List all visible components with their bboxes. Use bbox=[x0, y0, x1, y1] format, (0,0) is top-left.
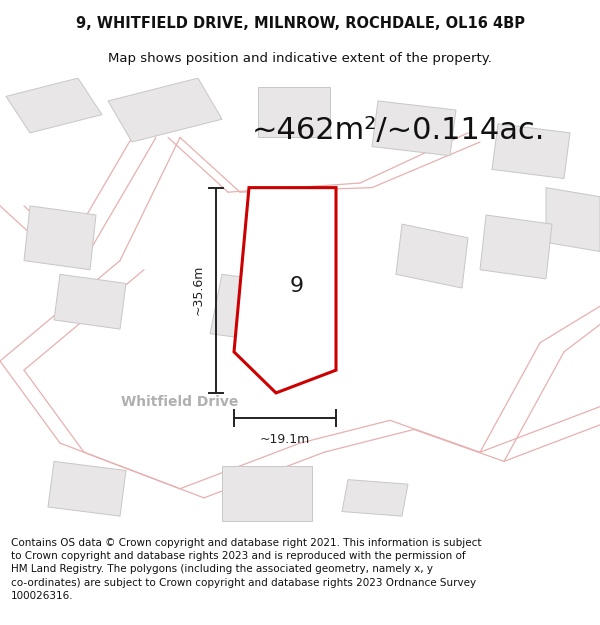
Polygon shape bbox=[0, 352, 600, 461]
Text: Map shows position and indicative extent of the property.: Map shows position and indicative extent… bbox=[108, 52, 492, 65]
Polygon shape bbox=[258, 88, 330, 138]
Text: ~19.1m: ~19.1m bbox=[260, 433, 310, 446]
Text: ~462m²/~0.114ac.: ~462m²/~0.114ac. bbox=[252, 116, 545, 145]
Polygon shape bbox=[48, 461, 126, 516]
Text: 9, WHITFIELD DRIVE, MILNROW, ROCHDALE, OL16 4BP: 9, WHITFIELD DRIVE, MILNROW, ROCHDALE, O… bbox=[76, 16, 524, 31]
Polygon shape bbox=[396, 224, 468, 288]
Polygon shape bbox=[222, 466, 312, 521]
Text: Contains OS data © Crown copyright and database right 2021. This information is : Contains OS data © Crown copyright and d… bbox=[11, 538, 481, 601]
Polygon shape bbox=[234, 188, 336, 393]
Polygon shape bbox=[546, 188, 600, 251]
Polygon shape bbox=[6, 78, 102, 133]
Polygon shape bbox=[54, 274, 126, 329]
Text: Whitfield Drive: Whitfield Drive bbox=[121, 395, 239, 409]
Text: 9: 9 bbox=[290, 276, 304, 296]
Polygon shape bbox=[24, 206, 96, 270]
Polygon shape bbox=[480, 215, 552, 279]
Polygon shape bbox=[108, 78, 222, 142]
Text: ~35.6m: ~35.6m bbox=[191, 265, 205, 316]
Polygon shape bbox=[210, 274, 288, 342]
Polygon shape bbox=[372, 101, 456, 156]
Polygon shape bbox=[492, 124, 570, 179]
Polygon shape bbox=[342, 479, 408, 516]
